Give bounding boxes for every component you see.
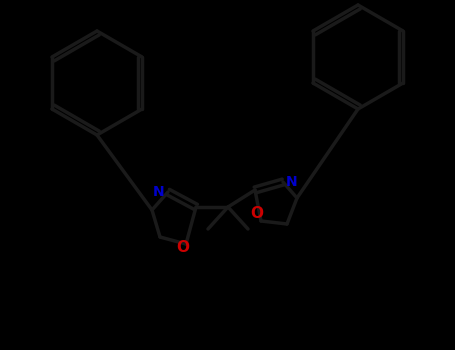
Text: N: N <box>286 175 298 189</box>
Text: N: N <box>153 185 165 199</box>
Text: O: O <box>177 240 189 256</box>
Text: O: O <box>251 205 263 220</box>
